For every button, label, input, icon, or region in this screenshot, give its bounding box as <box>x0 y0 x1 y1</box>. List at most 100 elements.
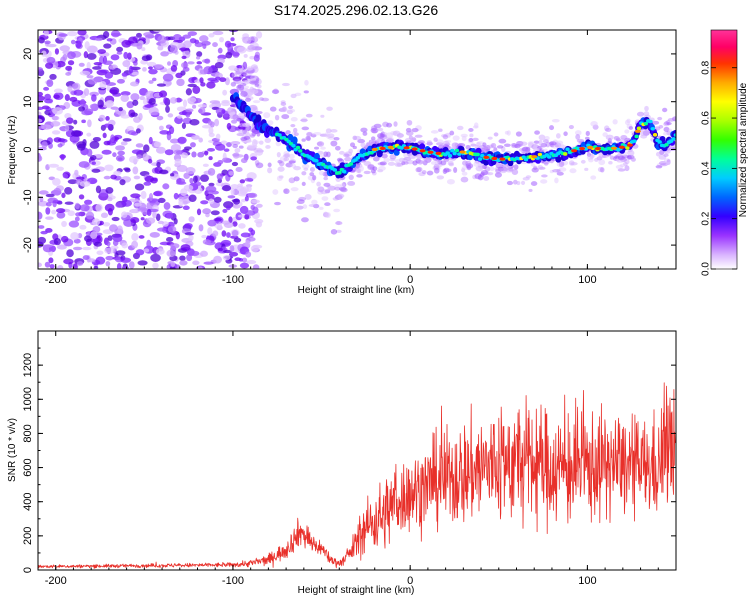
spectrogram-noise-blob <box>219 37 224 43</box>
spectrogram-ridge-core <box>563 152 568 156</box>
spectrogram-halo-blob <box>282 106 287 112</box>
spectrogram-halo-blob <box>426 170 434 176</box>
spectrogram-noise-blob <box>197 266 203 269</box>
spectrogram-halo-blob <box>658 124 664 129</box>
spectrogram-halo-blob <box>489 166 495 171</box>
spectrogram-noise-blob <box>76 261 84 266</box>
spectrogram-halo-blob <box>271 89 280 95</box>
spectrogram-halo-blob <box>318 206 324 210</box>
colorbar-tick-label: 0.8 <box>701 60 712 74</box>
spectrogram-noise-blob <box>86 61 91 70</box>
spectrogram-noise-blob <box>148 97 156 106</box>
spectrogram-halo-blob <box>411 137 417 142</box>
spectrogram-noise-blob <box>95 203 103 212</box>
spectrogram-halo-blob <box>267 162 272 168</box>
snr-ytick-label: 200 <box>22 527 34 545</box>
spectrogram-noise-blob <box>106 100 114 107</box>
spectrogram-noise-blob <box>228 251 239 257</box>
spectrogram-noise-blob <box>42 244 53 248</box>
spectrogram-halo-blob <box>624 119 630 126</box>
spectrogram-noise-blob <box>199 250 208 257</box>
spectrogram-ridge-core <box>632 139 637 143</box>
spectrogram-noise-blob <box>244 177 254 182</box>
spectrogram-halo-blob <box>430 130 439 134</box>
spectrogram-halo-blob <box>347 180 356 186</box>
spectrogram-noise-blob <box>169 138 180 144</box>
spectrogram-noise-blob <box>116 51 123 55</box>
spectrogram-noise-blob <box>184 232 195 236</box>
spectrogram-noise-blob <box>157 220 165 225</box>
spectrogram-ridge-core <box>521 155 526 159</box>
spectrogram-halo-blob <box>278 161 285 167</box>
spectrogram-halo-blob <box>251 64 258 70</box>
colorbar-tick-label: 0.4 <box>701 161 712 175</box>
spectrogram-halo-blob <box>419 160 428 164</box>
spectrogram-noise-blob <box>45 202 52 207</box>
spectrogram-noise-blob <box>78 62 85 67</box>
spectrogram-noise-blob <box>103 123 111 128</box>
spectrogram-noise-blob <box>64 187 73 195</box>
spectrogram-halo-blob <box>515 131 522 137</box>
spectrogram-noise-blob <box>69 96 78 102</box>
spectrogram-halo-blob <box>575 133 581 140</box>
spectrogram-noise-blob <box>97 49 107 54</box>
spectrogram-noise-blob <box>105 255 114 261</box>
spectrogram-noise-blob <box>119 179 126 186</box>
spectrogram-halo-blob <box>666 159 671 166</box>
spectrogram-noise-blob <box>105 82 117 86</box>
spectrogram-noise-blob <box>149 231 160 238</box>
spectrogram-halo-blob <box>377 137 384 141</box>
spectrogram-noise-blob <box>166 132 172 141</box>
colorbar: 0.0 0.2 0.4 0.6 0.8 Normalized spectral ampl… <box>701 29 749 276</box>
spectrogram-halo-blob <box>259 97 264 101</box>
spectrogram-halo-blob <box>624 129 630 134</box>
spectrogram-noise-blob <box>207 219 217 227</box>
spectrogram-noise-blob <box>102 222 111 227</box>
spectrogram-noise-blob <box>69 134 80 143</box>
spectrogram-noise-blob <box>78 194 85 200</box>
spectrogram-noise-blob <box>228 30 239 33</box>
spectrogram-noise-blob <box>247 144 258 149</box>
spectrogram-noise-blob <box>239 179 246 184</box>
spectrogram-noise-blob <box>143 144 150 153</box>
spectrogram-halo-blob <box>436 142 444 146</box>
spectrogram-noise-blob <box>86 75 94 79</box>
spectrogram-noise-blob <box>115 202 123 208</box>
spectrogram-noise-blob <box>226 122 232 130</box>
spectrogram-noise-blob <box>70 130 82 137</box>
spectrogram-noise-blob <box>252 264 260 269</box>
spectrogram-halo-blob <box>335 145 341 151</box>
spectrogram-noise-blob <box>223 249 233 254</box>
spectrogram-noise-blob <box>143 248 150 253</box>
snr-marks <box>38 382 676 569</box>
spectrogram-halo-blob <box>516 180 521 186</box>
spectrogram-noise-blob <box>221 220 231 225</box>
spectrogram-noise-blob <box>77 30 87 36</box>
spectrogram-noise-blob <box>166 213 174 219</box>
spectrogram-ridge-core <box>298 149 303 153</box>
spectrogram-halo-blob <box>628 126 634 130</box>
spectrogram-noise-blob <box>187 97 197 103</box>
snr-ytick-label: 600 <box>22 458 34 476</box>
spectrogram-noise-blob <box>201 124 212 129</box>
spectrogram-noise-blob <box>157 45 164 51</box>
spectrogram-noise-blob <box>81 246 92 251</box>
spectrogram-noise-blob <box>126 125 134 132</box>
spectrogram-ridge-core <box>277 133 282 137</box>
spectrogram-noise-blob <box>102 60 114 65</box>
spectrogram-halo-blob <box>594 157 599 162</box>
spectrogram-halo-blob <box>404 137 413 143</box>
spectrogram-halo-blob <box>293 127 298 133</box>
spectrogram-halo-blob <box>584 167 589 171</box>
spectrogram-ridge-core <box>625 146 630 150</box>
spectrogram-halo-blob <box>434 163 443 167</box>
spectrogram-noise-blob <box>120 257 132 263</box>
spectrogram-ridge-blob <box>419 143 426 150</box>
spectrogram-noise-blob <box>250 156 257 161</box>
spectrogram-halo-blob <box>318 170 325 176</box>
spectrogram-halo-blob <box>389 154 397 160</box>
spectrogram-halo-blob <box>281 82 290 87</box>
spectrogram-noise-blob <box>71 83 79 89</box>
spectrogram-ridge-core <box>546 155 552 159</box>
